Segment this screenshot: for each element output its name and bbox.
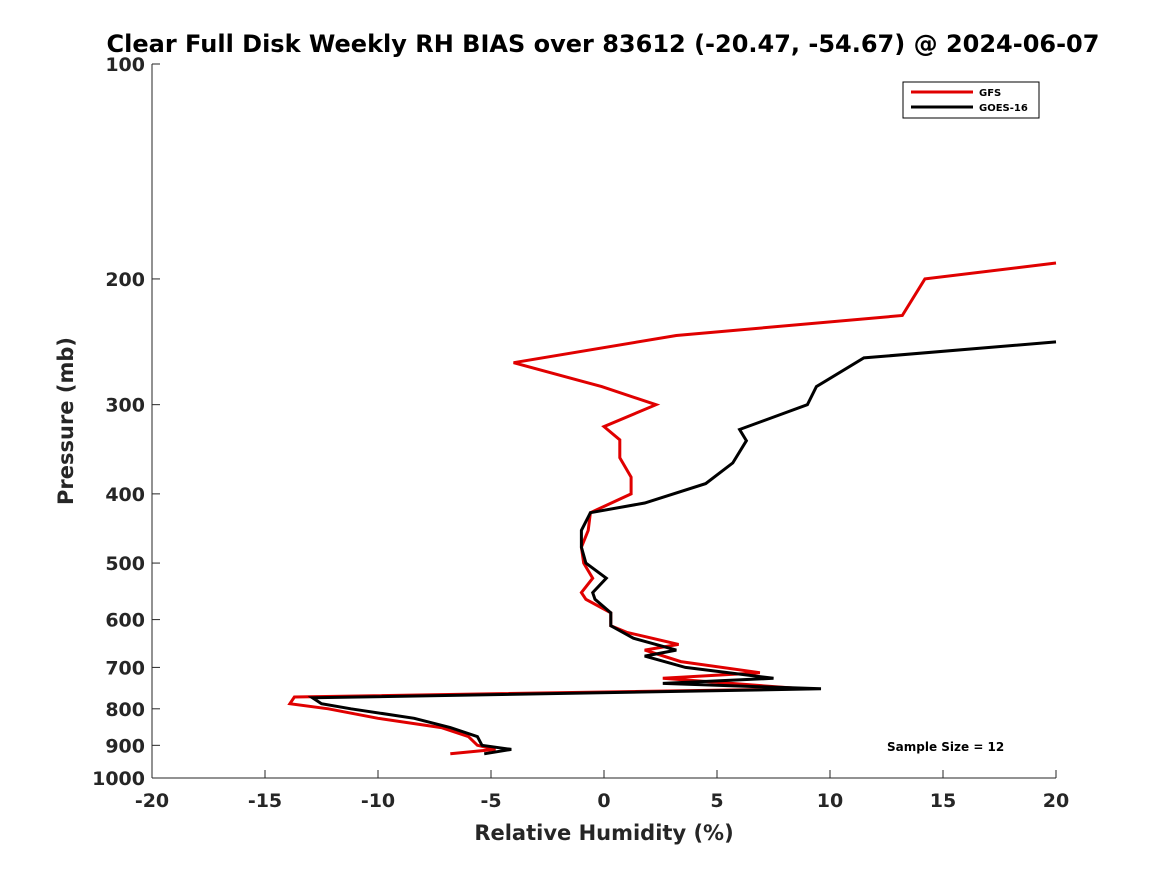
y-tick-label: 200 [105,269,145,291]
y-axis-label: Pressure (mb) [54,337,78,505]
x-tick-label: 20 [1043,790,1069,812]
series-line-goes-16 [307,340,1057,756]
legend: GFS GOES-16 [902,81,1040,119]
y-ticks: 100 200 300 400 500 600 700 800 900 1000 [92,54,160,790]
legend-label-goes-16: GOES-16 [979,103,1028,114]
y-tick-label: 700 [105,657,145,679]
y-tick-label: 400 [105,484,145,506]
legend-label-gfs: GFS [979,88,1001,99]
x-tick-label: 0 [597,790,610,812]
y-tick-label: 1000 [92,768,145,790]
sample-size-annotation: Sample Size = 12 [887,740,1004,754]
x-tick-label: -15 [248,790,282,812]
y-tick-label: 600 [105,610,145,632]
chart-title: Clear Full Disk Weekly RH BIAS over 8361… [107,30,1100,58]
x-ticks: -20 -15 -10 -5 0 5 10 15 20 [135,770,1069,812]
y-tick-label: 300 [105,395,145,417]
x-tick-label: 10 [817,790,843,812]
x-tick-label: 15 [930,790,956,812]
y-tick-label: 100 [105,54,145,76]
y-tick-label: 500 [105,553,145,575]
x-tick-label: -5 [480,790,501,812]
x-tick-label: -10 [361,790,395,812]
x-axis-label: Relative Humidity (%) [474,821,733,845]
series-layer [287,261,1057,756]
plot-area [152,64,1056,778]
y-tick-label: 900 [105,735,145,757]
series-line-gfs [287,261,1057,756]
x-tick-label: 5 [710,790,723,812]
legend-box [902,81,1040,119]
x-tick-label: -20 [135,790,169,812]
y-tick-label: 800 [105,699,145,721]
